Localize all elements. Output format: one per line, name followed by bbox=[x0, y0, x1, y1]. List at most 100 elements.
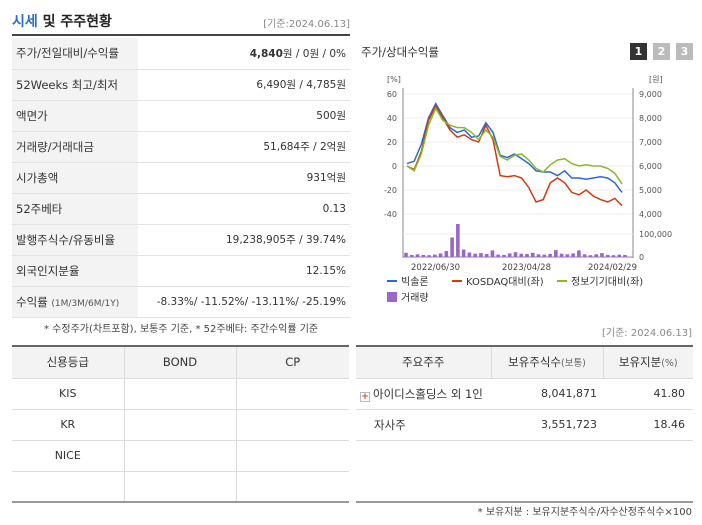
volume-bar bbox=[502, 254, 506, 257]
credit-agency bbox=[12, 470, 125, 503]
quote-value: -8.33%/ -11.52%/ -13.11%/ -25.19% bbox=[156, 295, 346, 308]
shareholder-name-header: 주요주주 bbox=[356, 346, 492, 379]
chart-tab-3[interactable]: 3 bbox=[676, 43, 693, 60]
quote-value: 12.15% bbox=[305, 264, 346, 277]
credit-header: 신용등급 bbox=[12, 346, 125, 379]
credit-rating-table: 신용등급 BOND CP KIS KR NICE bbox=[12, 345, 349, 503]
volume-bar bbox=[479, 253, 483, 257]
quote-label: 발행주식수/유동비율 bbox=[12, 224, 138, 255]
credit-bond bbox=[123, 408, 237, 441]
x-tick-label: 2024/02/29 bbox=[588, 263, 637, 273]
quote-value: 0.13 bbox=[322, 202, 346, 215]
volume-bar bbox=[536, 254, 541, 257]
credit-row bbox=[12, 470, 349, 503]
pct-header: 보유지분(%) bbox=[602, 346, 693, 379]
volume-bar bbox=[559, 253, 564, 257]
quote-value: 500원 bbox=[316, 110, 346, 122]
credit-agency: KR bbox=[12, 408, 125, 441]
chart-tab-2[interactable]: 2 bbox=[653, 43, 670, 60]
shareholder-shares: 8,041,871 bbox=[491, 378, 603, 410]
credit-header: BOND bbox=[123, 346, 237, 379]
volume-bar bbox=[467, 252, 472, 257]
quote-row: 시가총액 931억원 bbox=[12, 162, 350, 193]
chart-tabs: 1 2 3 bbox=[630, 43, 693, 60]
price-chart: [%] [원] 60 40 20 0 -20 -40 9,000 8,000 7,000 6,000 5… bbox=[384, 75, 672, 304]
empty-cell bbox=[356, 440, 491, 503]
right-axis-unit: [원] bbox=[649, 75, 663, 84]
series-line bbox=[406, 104, 623, 207]
quote-row: 52주베타 0.13 bbox=[12, 193, 350, 224]
volume-bar bbox=[461, 249, 466, 257]
shareholder-row: 자사주 3,551,723 18.46 bbox=[356, 409, 693, 441]
legend-swatch-volume bbox=[387, 292, 397, 302]
x-tick-label: 2022/06/30 bbox=[411, 263, 460, 273]
quote-label: 액면가 bbox=[12, 100, 138, 131]
chart-tab-1[interactable]: 1 bbox=[630, 43, 647, 60]
title-main: 시세 bbox=[12, 14, 38, 30]
volume-bar bbox=[617, 254, 622, 257]
volume-bar bbox=[444, 251, 449, 257]
series-line bbox=[406, 102, 623, 193]
quote-label: 52Weeks 최고/최저 bbox=[12, 69, 138, 100]
left-tick-label: 60 bbox=[387, 90, 397, 99]
volume-bar bbox=[600, 253, 604, 257]
quote-row: 발행주식수/유동비율 19,238,905주 / 39.74% bbox=[12, 224, 350, 255]
volume-bar bbox=[548, 254, 552, 257]
right-tick-label: 8,000 bbox=[639, 114, 662, 123]
shareholders-header-row: 주요주주 보유주식수(보통) 보유지분(%) bbox=[356, 346, 693, 379]
left-tick-label: 40 bbox=[387, 114, 397, 123]
left-tick-label: -40 bbox=[384, 210, 397, 219]
credit-cp bbox=[235, 470, 349, 503]
credit-cp bbox=[235, 439, 349, 472]
left-tick-label: 0 bbox=[392, 162, 397, 171]
volume-bar bbox=[456, 224, 460, 257]
reference-date: [기준:2024.06.13] bbox=[263, 19, 350, 30]
volume-bar bbox=[542, 254, 547, 257]
shareholder-name-text: 아이디스홀딩스 외 1인 bbox=[373, 386, 483, 401]
quote-row: 수익률 (1M/3M/6M/1Y) -8.33%/ -11.52%/ -13.1… bbox=[12, 286, 350, 317]
credit-bond bbox=[123, 470, 237, 503]
volume-bar bbox=[421, 254, 426, 257]
credit-cp bbox=[235, 408, 349, 441]
volume-bar bbox=[496, 254, 501, 257]
right-tick-label: 7,000 bbox=[639, 138, 662, 147]
volume-bar bbox=[507, 253, 512, 257]
legend-label-volume: 거래량 bbox=[401, 292, 429, 304]
right-tick-label: 5,000 bbox=[639, 186, 662, 195]
section-title: 시세 및 주주현황 bbox=[12, 11, 112, 31]
empty-cell bbox=[603, 440, 693, 503]
volume-bar bbox=[565, 254, 570, 257]
quote-value: 51,684주 / 2억원 bbox=[263, 141, 346, 153]
credit-agency: KIS bbox=[12, 377, 125, 410]
left-axis-unit: [%] bbox=[387, 75, 401, 84]
volume-bar bbox=[582, 254, 587, 257]
quote-note: * 수정주가(차트포함), 보통주 기준, * 52주베타: 주간수익률 기준 bbox=[44, 324, 319, 335]
quote-label: 52주베타 bbox=[12, 193, 138, 224]
shares-header: 보유주식수(보통) bbox=[490, 346, 604, 379]
credit-header: CP bbox=[235, 346, 349, 379]
volume-bar bbox=[415, 254, 420, 257]
chart-title: 주가/상대수익률 bbox=[361, 45, 439, 59]
credit-row: KR bbox=[12, 408, 349, 441]
quote-row: 52Weeks 최고/최저 6,490원 / 4,785원 bbox=[12, 69, 350, 100]
quote-table: 주가/전일대비/수익률 4,840원 / 0원 / 0% 52Weeks 최고/… bbox=[12, 38, 350, 318]
quote-row: 액면가 500원 bbox=[12, 100, 350, 131]
left-tick-label: -20 bbox=[384, 186, 397, 195]
volume-bar bbox=[519, 253, 524, 257]
volume-bar bbox=[571, 253, 575, 257]
quote-label: 외국인지분율 bbox=[12, 255, 138, 286]
volume-bar bbox=[577, 250, 581, 257]
quote-value: 6,490원 / 4,785원 bbox=[256, 79, 346, 91]
expand-plus-icon[interactable]: + bbox=[360, 391, 370, 402]
quote-label: 수익률 (1M/3M/6M/1Y) bbox=[12, 286, 138, 317]
credit-bond bbox=[123, 377, 237, 410]
credit-row: KIS bbox=[12, 377, 349, 410]
quote-value: 4,840원 / 0원 / 0% bbox=[138, 38, 350, 69]
return-label: 수익률 bbox=[16, 294, 48, 309]
volume-bar bbox=[611, 255, 616, 257]
volume-bar bbox=[554, 250, 558, 257]
volume-bar bbox=[473, 253, 477, 257]
shares-header-unit: (보통) bbox=[561, 358, 586, 370]
volume-bar bbox=[513, 252, 518, 257]
shareholders-table: 주요주주 보유주식수(보통) 보유지분(%) + 아이디스홀딩스 외 1인 8,0… bbox=[356, 345, 693, 503]
